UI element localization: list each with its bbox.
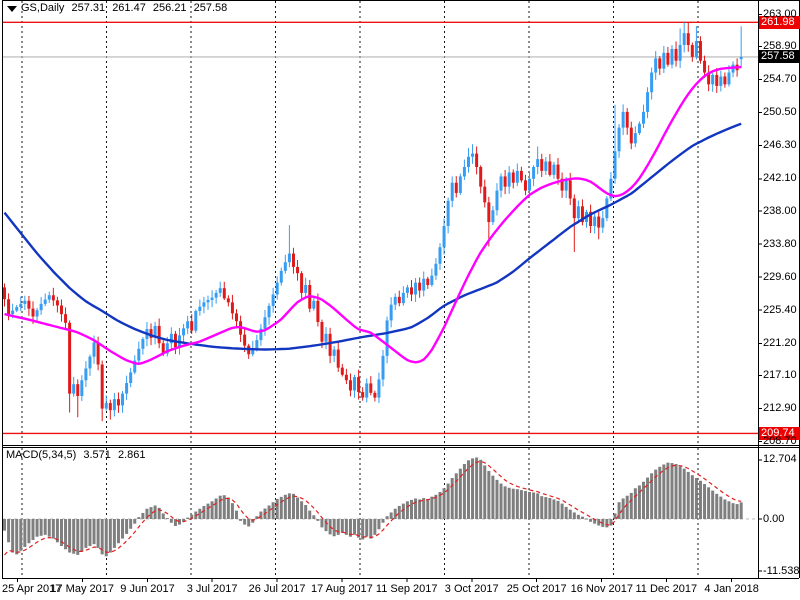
- low-level-price-badge: 209.74: [759, 426, 800, 440]
- grid-lines: [21, 1, 699, 577]
- close-value: 257.58: [193, 2, 228, 14]
- date-tick-label: 16 Nov 2017: [570, 583, 633, 595]
- date-tick-label: 9 Jun 2017: [120, 583, 175, 595]
- price-tick-label: 238.00: [763, 204, 797, 217]
- macd-tick-label: 0.00: [763, 512, 785, 525]
- low-value: 256.21: [152, 2, 187, 14]
- ma-slow-line: [3, 122, 742, 351]
- macd-signal-line: [4, 460, 742, 556]
- macd-name: MACD(5,34,5): [6, 449, 77, 461]
- price-tick-label: 233.80: [763, 237, 797, 250]
- ohlc-dropdown-icon[interactable]: [7, 6, 17, 12]
- date-tick-label: 4 Jan 2018: [704, 583, 759, 595]
- price-tick-label: 246.30: [763, 139, 797, 152]
- price-tick-label: 212.90: [763, 402, 797, 415]
- date-tick-label: 3 Jul 2017: [186, 583, 238, 595]
- macd-tick-label: -11.538: [763, 564, 800, 577]
- date-tick-label: 3 Oct 2017: [444, 583, 499, 595]
- open-value: 257.31: [71, 2, 106, 14]
- date-tick-label: 25 Apr 2017: [2, 583, 62, 595]
- date-tick-label: 25 Oct 2017: [506, 583, 567, 595]
- candlestick-series: [3, 22, 743, 422]
- date-tick-label: 11 Sep 2017: [375, 583, 438, 595]
- macd-main-value: 3.571: [83, 449, 111, 461]
- date-tick-label: 26 Jul 2017: [248, 583, 306, 595]
- symbol-ohlc-label: GS,Daily 257.31 261.47 256.21 257.58: [21, 2, 231, 14]
- macd-histogram: [3, 457, 743, 557]
- macd-signal-value: 2.861: [117, 449, 146, 461]
- price-tick-label: 250.50: [763, 106, 797, 119]
- high-level-price-badge: 261.98: [759, 15, 800, 29]
- ma-fast-line: [4, 65, 742, 365]
- macd-tick-label: 12.704: [763, 453, 797, 466]
- price-tick-label: 221.20: [763, 336, 797, 349]
- high-value: 261.47: [112, 2, 146, 14]
- current-price-badge: 257.58: [759, 50, 800, 64]
- macd-indicator-label: MACD(5,34,5) 3.571 2.861: [6, 449, 149, 461]
- price-tick-label: 242.10: [763, 172, 797, 185]
- date-tick-label: 17 Aug 2017: [311, 583, 373, 595]
- price-tick-label: 263.00: [763, 7, 797, 20]
- price-tick-label: 229.60: [763, 270, 797, 283]
- date-tick-label: 17 May 2017: [50, 583, 114, 595]
- price-tick-label: 217.10: [763, 369, 797, 382]
- price-tick-label: 258.90: [763, 40, 797, 53]
- price-tick-label: 208.70: [763, 435, 797, 448]
- price-tick-label: 254.70: [763, 73, 797, 86]
- symbol-timeframe-text: GS,Daily: [21, 2, 65, 14]
- price-tick-label: 225.40: [763, 303, 797, 316]
- date-tick-label: 11 Dec 2017: [635, 583, 698, 595]
